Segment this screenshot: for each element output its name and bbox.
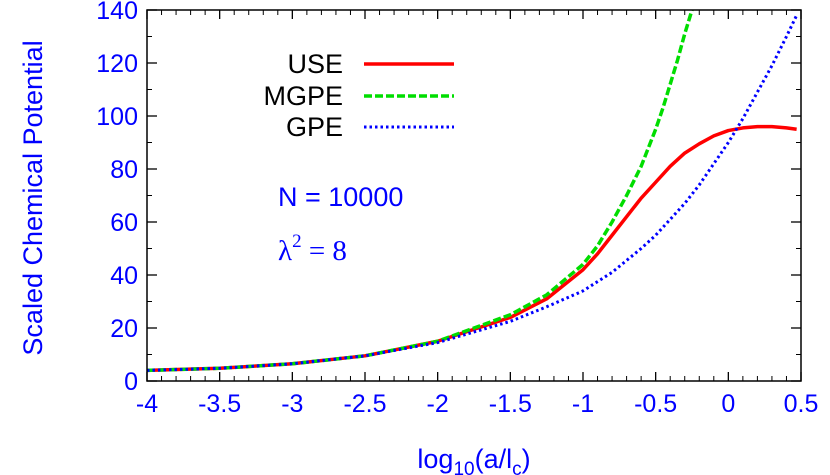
y-tick-label: 20 [110,315,138,343]
x-axis-title-sub2: c [512,459,522,475]
x-axis-title-suffix: ) [522,444,531,474]
tick-labels-layer: -4 -3.5 -3 -2.5 -2 -1.5 -1 -0.5 0 0.5 0 20 40 60 80 100… [96,0,818,418]
x-tick-label: -3.5 [198,390,241,418]
x-axis-title: log10(a/lc) [417,444,530,475]
y-tick-label: 60 [110,209,138,237]
y-tick-label: 80 [110,156,138,184]
annotation-lambda: λ2 = 8 [278,231,347,267]
x-tick-label: -0.5 [634,390,677,418]
y-axis-title: Scaled Chemical Potential [18,40,48,355]
ticks-layer [146,9,802,382]
x-tick-label: -3 [281,390,303,418]
y-tick-label: 100 [96,103,138,131]
annotation-lambda-symbol: λ [278,235,292,267]
series-line-gpe [146,14,798,372]
x-axis-title-mid: (a/l [475,444,513,474]
x-axis-title-sub1: 10 [453,459,474,475]
legend-label-mgpe: MGPE [263,81,343,111]
x-axis-title-prefix: log [417,444,453,474]
annotation-lambda-rest: = 8 [302,235,347,267]
series-line-mgpe [146,9,694,373]
x-tick-label: -2 [427,390,449,418]
y-tick-label: 120 [96,50,138,78]
annotation-lambda-exp: 2 [292,231,302,252]
legend-label-use: USE [287,49,343,79]
x-tick-label: -4 [136,390,158,418]
y-tick-label: 140 [96,0,138,25]
plot-frame [146,9,802,382]
x-tick-label: -2.5 [343,390,386,418]
x-tick-label: -1.5 [489,390,532,418]
legend: USE MGPE GPE [263,49,454,142]
x-tick-label: -1 [572,390,594,418]
y-tick-label: 0 [124,368,138,396]
x-tick-label: 0 [721,390,735,418]
series-layer [146,9,798,373]
series-line-use [146,124,797,373]
legend-label-gpe: GPE [286,112,343,142]
y-tick-label: 40 [110,262,138,290]
annotation-n: N = 10000 [278,182,403,212]
x-tick-label: 0.5 [784,390,819,418]
